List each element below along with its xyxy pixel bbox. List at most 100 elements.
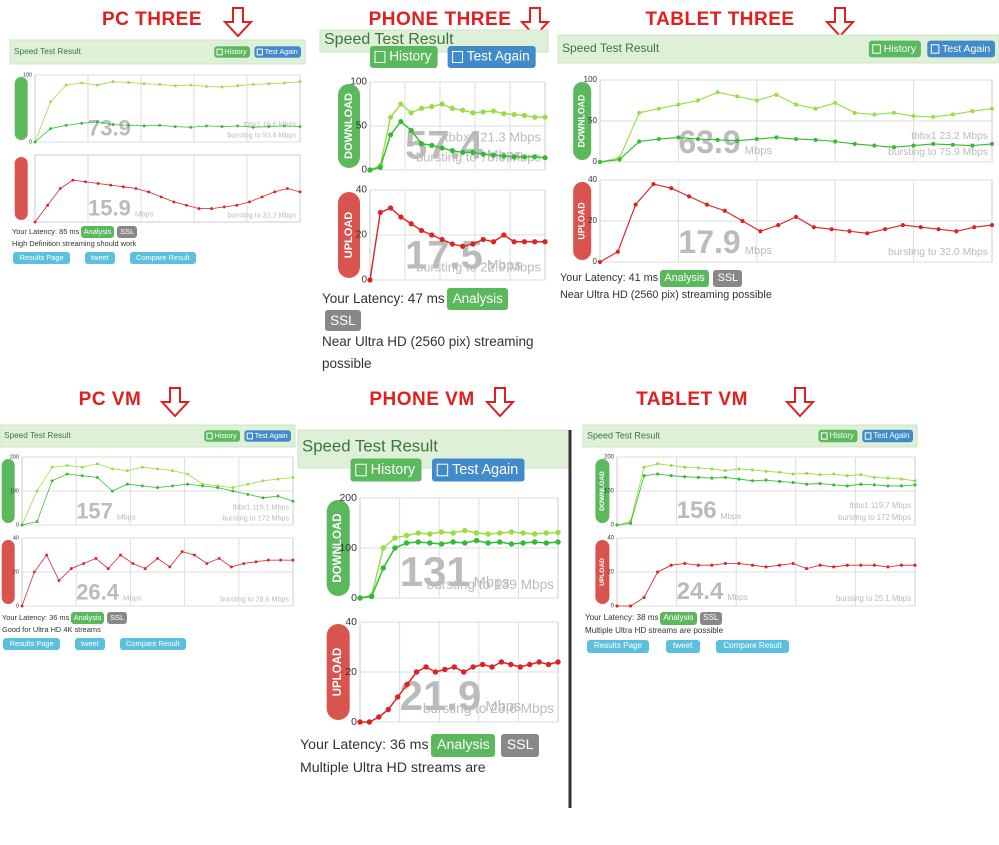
series-point [231,486,235,490]
series-point [189,125,193,129]
panel-label: PHONE THREE [369,9,512,30]
series-point [217,556,221,560]
series-point [818,481,822,486]
series-point [813,137,818,142]
series-point [833,139,838,144]
series-point [82,562,86,565]
series-point [398,101,404,107]
y-tick-label: 0 [29,139,32,145]
series-point [449,241,455,247]
series-point [439,145,445,151]
series-point [380,565,387,571]
arrow-icon [824,7,856,38]
series-point [833,100,838,106]
header-button[interactable] [431,458,525,482]
series-point [418,227,425,234]
burst-info: bursting to 32.2 Mbps [227,211,296,219]
series-point [715,137,720,142]
badge[interactable]: SSL [117,226,138,238]
header-button[interactable] [370,46,438,68]
badge[interactable]: Analysis [431,734,496,757]
series-point [205,124,208,128]
speed-value: 156 [677,497,717,524]
header-button[interactable] [927,40,995,58]
note-text: Multiple Ultra HD streams are possible [585,625,724,635]
badge[interactable]: SSL [713,270,743,288]
badge[interactable]: Analysis [70,612,105,624]
series-point [615,523,619,527]
badge[interactable]: Analysis [660,612,697,625]
header-button[interactable] [868,40,921,58]
link-button[interactable]: Results Page [13,251,70,264]
header-button[interactable] [244,430,291,442]
badge[interactable]: SSL [107,612,128,624]
axis-pill [326,624,350,720]
header-button-icon [452,51,464,63]
panel-label: PC VM [79,389,142,410]
header-button[interactable] [204,430,241,442]
series-point [413,669,420,675]
link-button[interactable]: tweet [84,251,115,264]
series-point [403,532,410,539]
series-point [439,236,445,243]
header-button[interactable] [350,458,422,482]
link-button[interactable]: Compare Result [119,637,186,650]
series-point [429,232,435,238]
badge[interactable]: SSL [324,309,361,332]
header-button-label: Test Again [873,431,909,440]
panel-label: TABLET VM [636,389,748,410]
link-button[interactable]: Compare Result [129,251,196,264]
header-button[interactable] [862,429,913,443]
y-tick-label: 0 [593,157,598,166]
series-point [242,562,246,565]
link-button[interactable]: Results Page [586,639,650,653]
link-button[interactable]: tweet [74,637,105,650]
series-point [793,214,799,219]
series-point [683,465,687,469]
header-button-label: Test Again [452,462,518,478]
axis-pill [338,84,360,168]
latency-row: Your Latency: 36 ms Analysis SSL [2,612,289,624]
series-point [357,719,363,725]
link-button[interactable]: tweet [665,639,700,653]
series-line [34,121,301,143]
header-button[interactable] [254,46,301,58]
series-point [480,236,486,243]
series-point [735,94,740,99]
series-point [637,139,642,144]
series-point [805,567,809,571]
badge[interactable]: Analysis [80,226,115,238]
link-button[interactable]: Results Page [3,637,60,650]
burst-info: bursting to 25.1 Mbps [836,594,911,603]
series-point [205,84,208,88]
series-point [127,80,130,84]
badge[interactable]: Analysis [660,270,710,288]
header-button[interactable] [818,429,858,443]
y-tick-label: 20 [607,570,614,576]
series-point [142,82,146,86]
series-point [695,136,701,142]
series-point [96,182,100,185]
series-point [497,530,503,536]
badge[interactable]: SSL [501,734,540,757]
series-point [276,477,280,481]
header-button[interactable] [214,46,251,58]
panel-title: Speed Test Result [587,430,660,440]
header-button[interactable] [447,46,536,68]
series-point [656,472,660,476]
badge[interactable]: Analysis [447,288,509,310]
series-point [20,523,24,527]
series-point [832,483,836,487]
header-button-label: Test Again [942,44,990,55]
series-point [110,467,114,471]
series-point [109,183,113,187]
series-point [886,565,890,569]
link-button[interactable]: Compare Result [716,639,790,653]
series-point [637,110,642,115]
series-point [173,84,177,88]
header-button-icon [864,432,872,440]
series-point [970,109,975,114]
series-point [45,553,49,557]
badge[interactable]: SSL [699,612,722,625]
y-tick-label: 40 [588,175,597,184]
